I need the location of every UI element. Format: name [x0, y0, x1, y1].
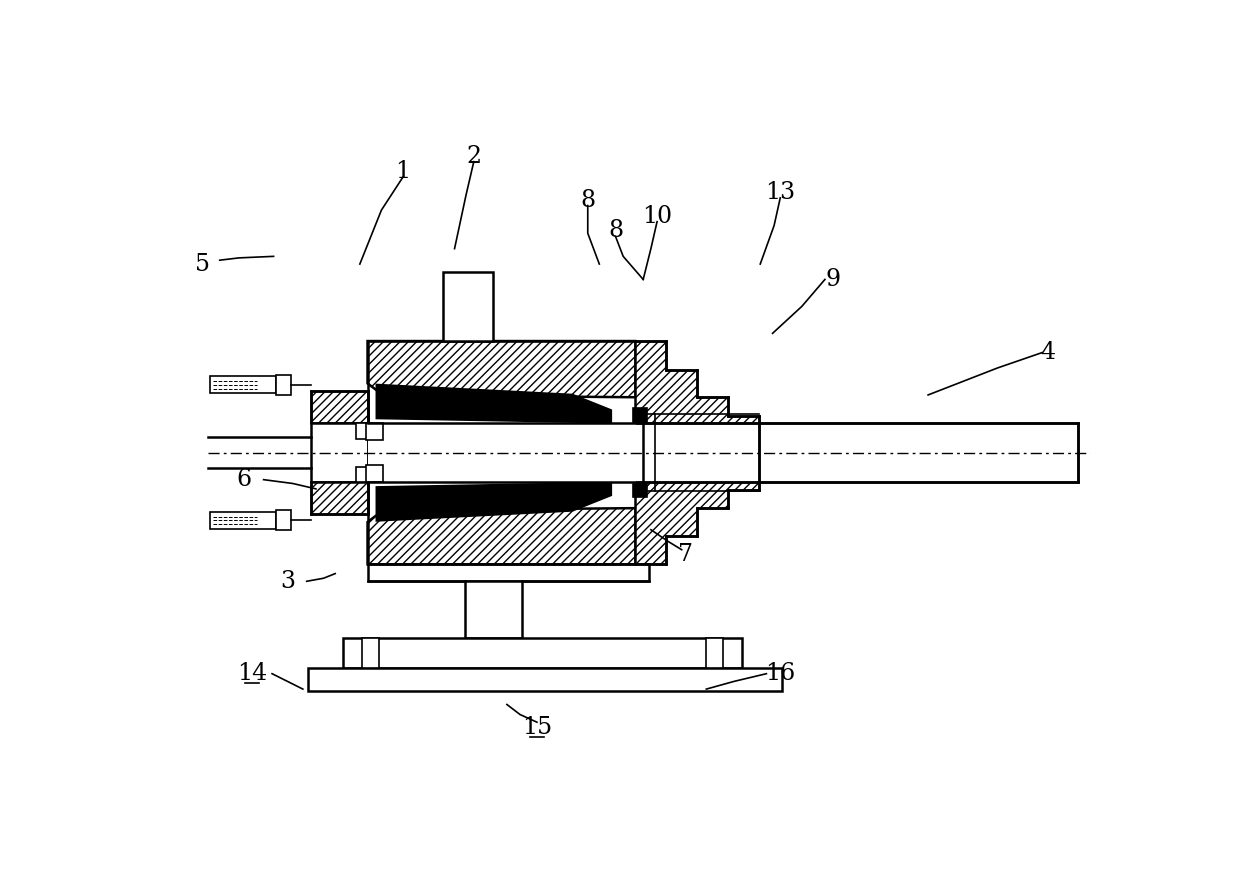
Bar	[277, 511, 291, 530]
Bar	[211, 376, 277, 394]
Text: 13: 13	[765, 181, 795, 204]
Bar	[366, 423, 383, 441]
Text: 7: 7	[678, 543, 693, 566]
Polygon shape	[310, 391, 367, 423]
Polygon shape	[635, 482, 759, 565]
Text: 6: 6	[237, 468, 252, 491]
Text: 4: 4	[1040, 341, 1055, 364]
Bar	[362, 637, 379, 668]
Polygon shape	[310, 482, 367, 514]
Text: 9: 9	[825, 268, 841, 291]
Text: 15: 15	[522, 716, 552, 739]
Bar	[465, 581, 522, 637]
Polygon shape	[367, 341, 635, 397]
Text: 5: 5	[195, 252, 211, 275]
Text: 1: 1	[396, 160, 410, 183]
Text: 16: 16	[765, 662, 795, 685]
Text: 8: 8	[580, 189, 595, 212]
Bar	[443, 272, 494, 341]
Bar	[366, 465, 383, 482]
Polygon shape	[377, 483, 611, 520]
Bar	[706, 637, 723, 668]
Text: 2: 2	[466, 145, 481, 168]
Bar	[367, 565, 650, 581]
Bar	[634, 483, 647, 497]
Bar	[634, 408, 647, 422]
Text: 8: 8	[608, 219, 622, 242]
Bar	[367, 423, 635, 482]
Bar	[211, 512, 277, 529]
Bar	[356, 466, 367, 482]
Bar	[759, 423, 1079, 482]
Bar	[309, 668, 781, 691]
Text: 14: 14	[237, 662, 267, 685]
Polygon shape	[377, 385, 611, 422]
Bar	[343, 637, 742, 668]
Text: 3: 3	[280, 570, 295, 593]
Bar	[277, 375, 291, 395]
Polygon shape	[367, 508, 635, 565]
Bar	[356, 423, 367, 439]
Text: 10: 10	[642, 204, 672, 227]
Polygon shape	[635, 341, 759, 423]
